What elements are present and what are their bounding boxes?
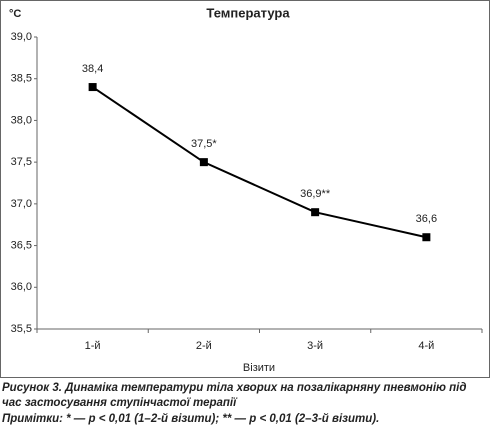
chart-frame (0, 0, 490, 378)
line (92, 86, 427, 239)
value-label: 37,5* (191, 138, 217, 150)
y-tick-label: 38,0 (11, 114, 32, 126)
value-label: 38,4 (82, 63, 103, 75)
x-tick-label: 3-й (307, 340, 323, 352)
value-label: 36,9** (300, 188, 331, 200)
caption-line: час застосування ступінчастої терапії (2, 397, 238, 409)
marker (422, 233, 431, 242)
y-tick-label: 37,5 (11, 156, 32, 168)
x-tick-label: 1-й (85, 340, 101, 352)
marker (88, 83, 97, 92)
x-axis-label: Візити (243, 362, 275, 374)
marker (311, 208, 320, 217)
y-tick-label: 36,5 (11, 239, 32, 251)
caption-notes: Примітки: * — p < 0,01 (1–2-й візити); *… (2, 413, 379, 425)
chart-title: Температура (206, 5, 290, 20)
y-tick-label: 38,5 (11, 73, 32, 85)
y-tick-label: 36,0 (11, 281, 32, 293)
marker (199, 158, 208, 167)
x-tick-label: 2-й (196, 340, 212, 352)
y-tick-label: 35,5 (11, 323, 32, 335)
x-tick-label: 4-й (418, 340, 434, 352)
y-axis-label: °C (9, 8, 21, 20)
caption-line: Рисунок 3. Динаміка температури тіла хво… (2, 382, 466, 394)
y-tick-label: 37,0 (11, 198, 32, 210)
y-tick-label: 39,0 (11, 31, 32, 43)
value-label: 36,6 (416, 213, 437, 225)
